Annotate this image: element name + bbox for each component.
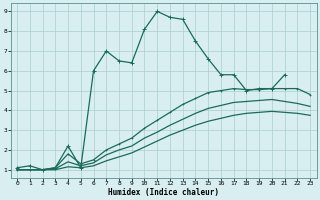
- X-axis label: Humidex (Indice chaleur): Humidex (Indice chaleur): [108, 188, 219, 197]
